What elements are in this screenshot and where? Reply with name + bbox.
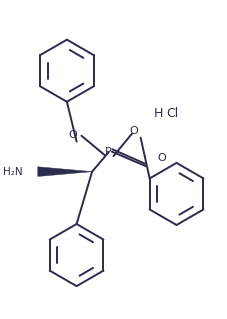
Text: Cl: Cl bbox=[166, 107, 178, 120]
Polygon shape bbox=[38, 167, 92, 176]
Text: P: P bbox=[105, 147, 112, 157]
Text: O: O bbox=[68, 130, 77, 140]
Text: O: O bbox=[129, 126, 138, 136]
Text: H₂N: H₂N bbox=[3, 167, 22, 177]
Text: O: O bbox=[157, 153, 166, 163]
Text: H: H bbox=[154, 107, 164, 120]
